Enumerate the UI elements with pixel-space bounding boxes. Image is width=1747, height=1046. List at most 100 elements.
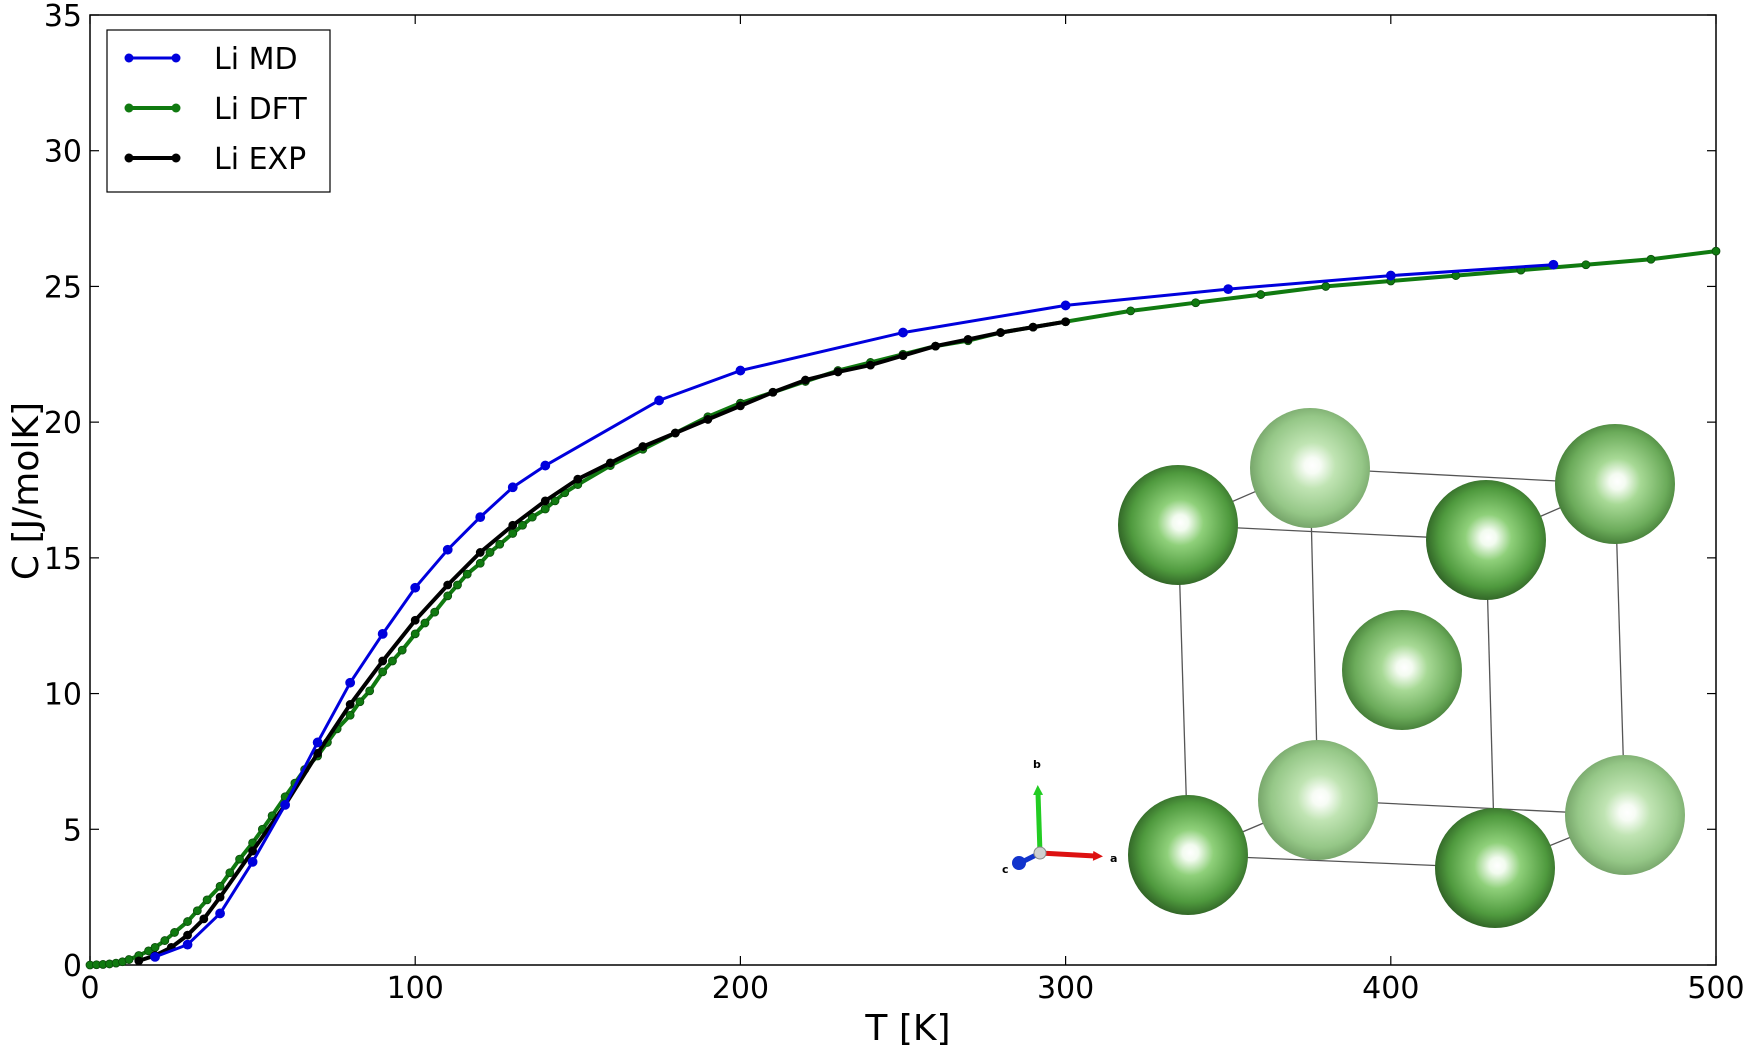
data-point-li-dft xyxy=(540,504,550,514)
legend-item-li-dft: Li DFT xyxy=(124,92,307,127)
li-atom xyxy=(1128,795,1248,915)
data-point-li-dft xyxy=(508,529,518,538)
data-point-li-md xyxy=(1548,259,1559,270)
data-point-li-exp xyxy=(898,351,908,361)
axis-a-label: a xyxy=(1110,852,1117,865)
crystal-axes-indicator: a b c xyxy=(1002,758,1117,876)
y-tick-label: 20 xyxy=(44,406,82,441)
data-point-li-dft xyxy=(430,607,440,617)
data-point-li-exp xyxy=(573,474,583,484)
data-point-li-dft xyxy=(202,895,212,905)
li-atom xyxy=(1258,740,1378,860)
data-point-li-exp xyxy=(801,375,810,385)
data-point-li-dft xyxy=(1256,290,1266,299)
data-point-li-dft xyxy=(1646,254,1656,264)
axis-b-arrow xyxy=(1033,785,1044,854)
legend-marker xyxy=(124,53,134,63)
data-point-li-md xyxy=(540,460,551,471)
bcc-unit-cell-inset: a b c xyxy=(1002,408,1685,928)
data-point-li-md xyxy=(312,737,323,748)
data-point-li-exp xyxy=(475,548,485,557)
data-point-li-exp xyxy=(410,615,420,625)
data-point-li-exp xyxy=(703,415,713,424)
data-point-li-md xyxy=(507,482,518,493)
data-point-li-dft xyxy=(355,697,365,707)
data-point-li-exp xyxy=(345,700,355,709)
y-tick-label: 30 xyxy=(44,135,82,170)
data-point-li-md xyxy=(475,512,486,523)
data-point-li-dft xyxy=(365,686,375,696)
li-atom xyxy=(1435,808,1555,928)
data-point-li-exp xyxy=(248,846,258,856)
li-atom xyxy=(1565,755,1685,875)
data-point-li-exp xyxy=(1028,322,1038,332)
legend-item-li-exp: Li EXP xyxy=(124,142,306,177)
legend-marker xyxy=(171,103,181,113)
data-point-li-md xyxy=(1223,284,1234,295)
data-point-li-md xyxy=(150,951,160,962)
data-point-li-dft xyxy=(518,520,527,530)
data-point-li-dft xyxy=(1581,260,1591,270)
axis-c-head xyxy=(1012,856,1026,870)
y-tick-label: 25 xyxy=(44,270,82,305)
plot-border xyxy=(89,14,1717,966)
li-atom xyxy=(1555,424,1675,544)
data-point-li-exp xyxy=(768,387,778,397)
data-point-li-exp xyxy=(866,360,875,370)
data-point-li-md xyxy=(654,395,664,406)
data-point-li-exp xyxy=(508,520,518,530)
series-line-li-exp xyxy=(138,319,1066,963)
data-point-li-exp xyxy=(540,496,550,506)
li-atom xyxy=(1118,465,1238,585)
data-point-li-exp xyxy=(443,580,453,590)
li-atom xyxy=(1426,480,1546,600)
data-point-li-exp xyxy=(996,328,1005,337)
data-point-li-dft xyxy=(1126,306,1136,316)
data-point-li-md xyxy=(215,908,225,919)
data-point-li-exp xyxy=(931,341,940,351)
y-tick-label: 15 xyxy=(44,542,82,577)
data-point-li-md xyxy=(735,365,746,376)
li-atom-center xyxy=(1342,610,1462,730)
y-tick-label: 35 xyxy=(44,0,82,34)
data-point-li-md xyxy=(280,799,291,810)
legend-marker xyxy=(171,153,181,163)
data-point-li-dft xyxy=(420,618,430,628)
y-axis-label: C [J/molK] xyxy=(6,402,47,580)
data-point-li-dft xyxy=(1191,298,1201,308)
data-point-li-md xyxy=(182,939,193,950)
x-tick-label: 300 xyxy=(1037,971,1094,1006)
data-point-li-md xyxy=(247,856,258,867)
li-atom xyxy=(1250,408,1370,528)
axis-c-label: c xyxy=(1002,863,1009,876)
x-tick-label: 0 xyxy=(80,971,99,1006)
axis-b-label: b xyxy=(1033,758,1041,771)
data-point-li-exp xyxy=(1061,317,1070,327)
x-tick-label: 200 xyxy=(712,971,769,1006)
data-point-li-dft xyxy=(124,955,134,964)
x-tick-label: 500 xyxy=(1687,971,1744,1006)
data-point-li-md xyxy=(410,582,421,593)
data-point-li-exp xyxy=(736,401,745,411)
x-tick-label: 400 xyxy=(1362,971,1419,1006)
data-point-li-dft xyxy=(345,710,355,720)
data-point-li-dft xyxy=(462,569,472,579)
data-point-li-dft xyxy=(192,906,202,916)
data-point-li-exp xyxy=(605,458,615,468)
data-point-li-md xyxy=(442,544,453,555)
data-point-li-exp xyxy=(199,914,209,924)
data-point-li-dft xyxy=(150,942,160,952)
data-point-li-dft xyxy=(235,854,244,864)
legend-marker xyxy=(124,153,134,163)
y-tick-label: 5 xyxy=(63,813,82,848)
data-point-li-dft xyxy=(388,656,397,666)
x-tick-label: 100 xyxy=(387,971,444,1006)
data-point-li-dft xyxy=(410,629,420,639)
data-point-li-md xyxy=(898,327,908,338)
data-point-li-dft xyxy=(225,868,235,878)
data-point-li-dft xyxy=(170,928,179,937)
data-point-li-exp xyxy=(313,748,323,758)
y-tick-label: 0 xyxy=(63,949,82,984)
data-point-li-exp xyxy=(833,367,843,377)
